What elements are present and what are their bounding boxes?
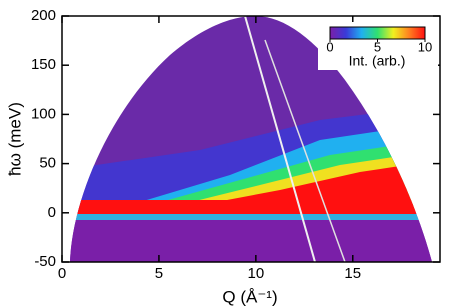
colorbar-label: Int. (arb.)	[349, 53, 406, 69]
y-tick-label: 50	[39, 155, 56, 172]
y-tick-label: 0	[48, 204, 56, 221]
colorbar	[329, 26, 426, 40]
x-tick-label: 10	[248, 265, 265, 282]
plot-frame	[61, 15, 441, 263]
y-tick-label: 100	[31, 105, 56, 122]
x-tick-label: 5	[155, 265, 163, 282]
colorbar-tick-label: 5	[374, 39, 381, 54]
x-axis-label: Q (Å⁻¹)	[222, 287, 277, 306]
axes	[61, 15, 440, 263]
y-tick-label: -50	[34, 253, 56, 270]
y-tick-label: 200	[31, 7, 56, 24]
x-tick-label: 0	[58, 265, 66, 282]
y-axis-label: ħω (meV)	[5, 102, 24, 176]
y-tick-label: 150	[31, 56, 56, 73]
x-tick-label: 15	[344, 265, 361, 282]
colorbar-tick-label: 0	[326, 39, 333, 54]
colorbar-tick-label: 10	[418, 39, 432, 54]
